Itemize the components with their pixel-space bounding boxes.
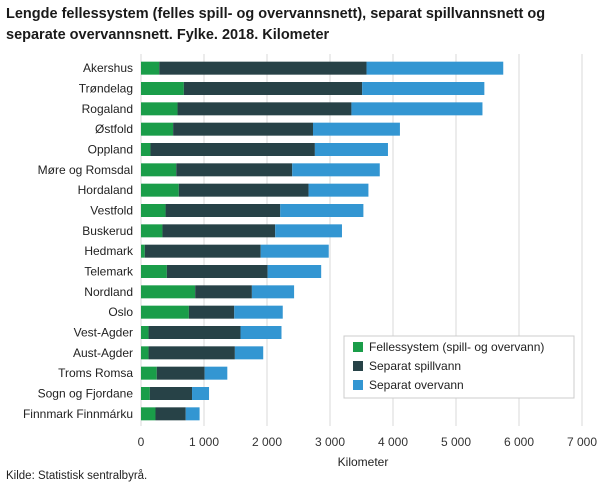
category-label: Nordland bbox=[84, 285, 133, 299]
bar-segment-3 bbox=[280, 204, 364, 217]
bar-segment-2 bbox=[162, 224, 276, 238]
chart-title: Lengde fellessystem (felles spill- og ov… bbox=[6, 6, 546, 43]
bar-segment-1 bbox=[141, 326, 149, 339]
x-axis-title: Kilometer bbox=[338, 455, 389, 469]
bar-segment-2 bbox=[188, 305, 235, 319]
bar-segment-3 bbox=[185, 407, 200, 421]
bar-segment-3 bbox=[234, 305, 283, 319]
category-label: Hedmark bbox=[84, 244, 134, 258]
bars bbox=[141, 61, 504, 421]
bar-segment-3 bbox=[267, 265, 322, 278]
bar-segment-3 bbox=[260, 244, 329, 258]
x-tick-label: 3 000 bbox=[315, 435, 345, 449]
legend-swatch bbox=[353, 361, 363, 371]
bar-segment-3 bbox=[366, 61, 504, 75]
bar-segment-2 bbox=[195, 285, 252, 299]
legend: Fellessystem (spill- og overvann) Separat… bbox=[343, 335, 575, 399]
bar-segment-1 bbox=[141, 244, 145, 258]
bar-segment-2 bbox=[148, 326, 241, 339]
bar-segment-2 bbox=[176, 163, 293, 177]
bar-segment-1 bbox=[141, 183, 179, 197]
bar-segment-3 bbox=[240, 326, 282, 339]
bar-segment-2 bbox=[150, 143, 315, 156]
bar-segment-2 bbox=[149, 387, 193, 400]
x-tick-label: 7 000 bbox=[567, 435, 597, 449]
bar-segment-2 bbox=[159, 61, 367, 75]
bar-segment-1 bbox=[141, 366, 157, 380]
category-labels: Akershus Trøndelag Rogaland Østfold Oppland M… bbox=[23, 61, 134, 421]
category-label: Akershus bbox=[83, 61, 133, 75]
bar-segment-2 bbox=[178, 183, 309, 197]
bar-segment-3 bbox=[362, 82, 485, 95]
bar-segment-3 bbox=[204, 366, 228, 380]
source-note: Kilde: Statistisk sentralbyrå. bbox=[6, 470, 148, 482]
bar-segment-3 bbox=[314, 143, 388, 156]
category-label: Buskerud bbox=[82, 224, 133, 238]
bar-segment-3 bbox=[192, 387, 210, 400]
legend-box bbox=[343, 335, 575, 399]
bar-segment-1 bbox=[141, 346, 149, 360]
bar-segment-2 bbox=[177, 102, 352, 116]
bar-segment-2 bbox=[173, 122, 313, 136]
bar-segment-1 bbox=[141, 122, 174, 136]
legend-swatch bbox=[353, 380, 363, 390]
bar-segment-1 bbox=[141, 285, 196, 299]
legend-label: Separat overvann bbox=[369, 378, 464, 392]
category-label: Telemark bbox=[84, 265, 134, 279]
bar-segment-2 bbox=[155, 407, 186, 421]
legend-label: Fellessystem (spill- og overvann) bbox=[369, 340, 544, 354]
bar-segment-3 bbox=[292, 163, 380, 177]
bar-segment-1 bbox=[141, 143, 151, 156]
bar-segment-3 bbox=[275, 224, 342, 238]
bar-segment-3 bbox=[251, 285, 295, 299]
bar-segment-3 bbox=[308, 183, 369, 197]
category-label: Sogn og Fjordane bbox=[38, 387, 134, 401]
bar-segment-2 bbox=[148, 346, 235, 360]
bar-segment-1 bbox=[141, 61, 160, 75]
bar-segment-2 bbox=[156, 366, 205, 380]
x-tick-label: 2 000 bbox=[252, 435, 282, 449]
x-tick-label: 5 000 bbox=[441, 435, 471, 449]
bar-segment-1 bbox=[141, 163, 177, 177]
category-label: Hordaland bbox=[78, 183, 133, 197]
category-label: Østfold bbox=[95, 122, 133, 136]
bar-segment-1 bbox=[141, 265, 167, 278]
x-axis-ticks: 0 1 000 2 000 3 000 4 000 5 000 6 000 7 000 bbox=[138, 435, 598, 449]
category-label: Finnmark Finnmárku bbox=[23, 407, 133, 421]
category-label: Vestfold bbox=[90, 204, 133, 218]
x-tick-label: 1 000 bbox=[189, 435, 219, 449]
bar-segment-2 bbox=[183, 82, 363, 95]
bar-segment-1 bbox=[141, 387, 150, 400]
x-tick-label: 0 bbox=[138, 435, 145, 449]
category-label: Vest-Agder bbox=[74, 326, 133, 340]
category-label: Oslo bbox=[108, 305, 133, 319]
category-label: Aust-Agder bbox=[73, 346, 133, 360]
bar-segment-1 bbox=[141, 224, 163, 238]
legend-swatch bbox=[353, 342, 363, 352]
bar-segment-3 bbox=[351, 102, 483, 116]
legend-label: Separat spillvann bbox=[369, 359, 461, 373]
category-label: Troms Romsa bbox=[58, 366, 133, 380]
x-tick-label: 4 000 bbox=[378, 435, 408, 449]
bar-segment-1 bbox=[141, 204, 166, 217]
category-label: Oppland bbox=[88, 143, 133, 157]
x-tick-label: 6 000 bbox=[504, 435, 534, 449]
bar-segment-2 bbox=[144, 244, 261, 258]
bar-segment-2 bbox=[165, 204, 281, 217]
category-label: Trøndelag bbox=[79, 82, 133, 96]
category-label: Rogaland bbox=[82, 102, 133, 116]
category-label: Møre og Romsdal bbox=[38, 163, 133, 177]
bar-segment-1 bbox=[141, 82, 184, 95]
bar-segment-3 bbox=[234, 346, 264, 360]
bar-segment-1 bbox=[141, 102, 178, 116]
bar-segment-1 bbox=[141, 305, 189, 319]
stacked-bar-chart: Akershus Trøndelag Rogaland Østfold Oppland M… bbox=[23, 54, 598, 469]
bar-segment-1 bbox=[141, 407, 156, 421]
bar-segment-3 bbox=[312, 122, 400, 136]
bar-segment-2 bbox=[166, 265, 268, 278]
